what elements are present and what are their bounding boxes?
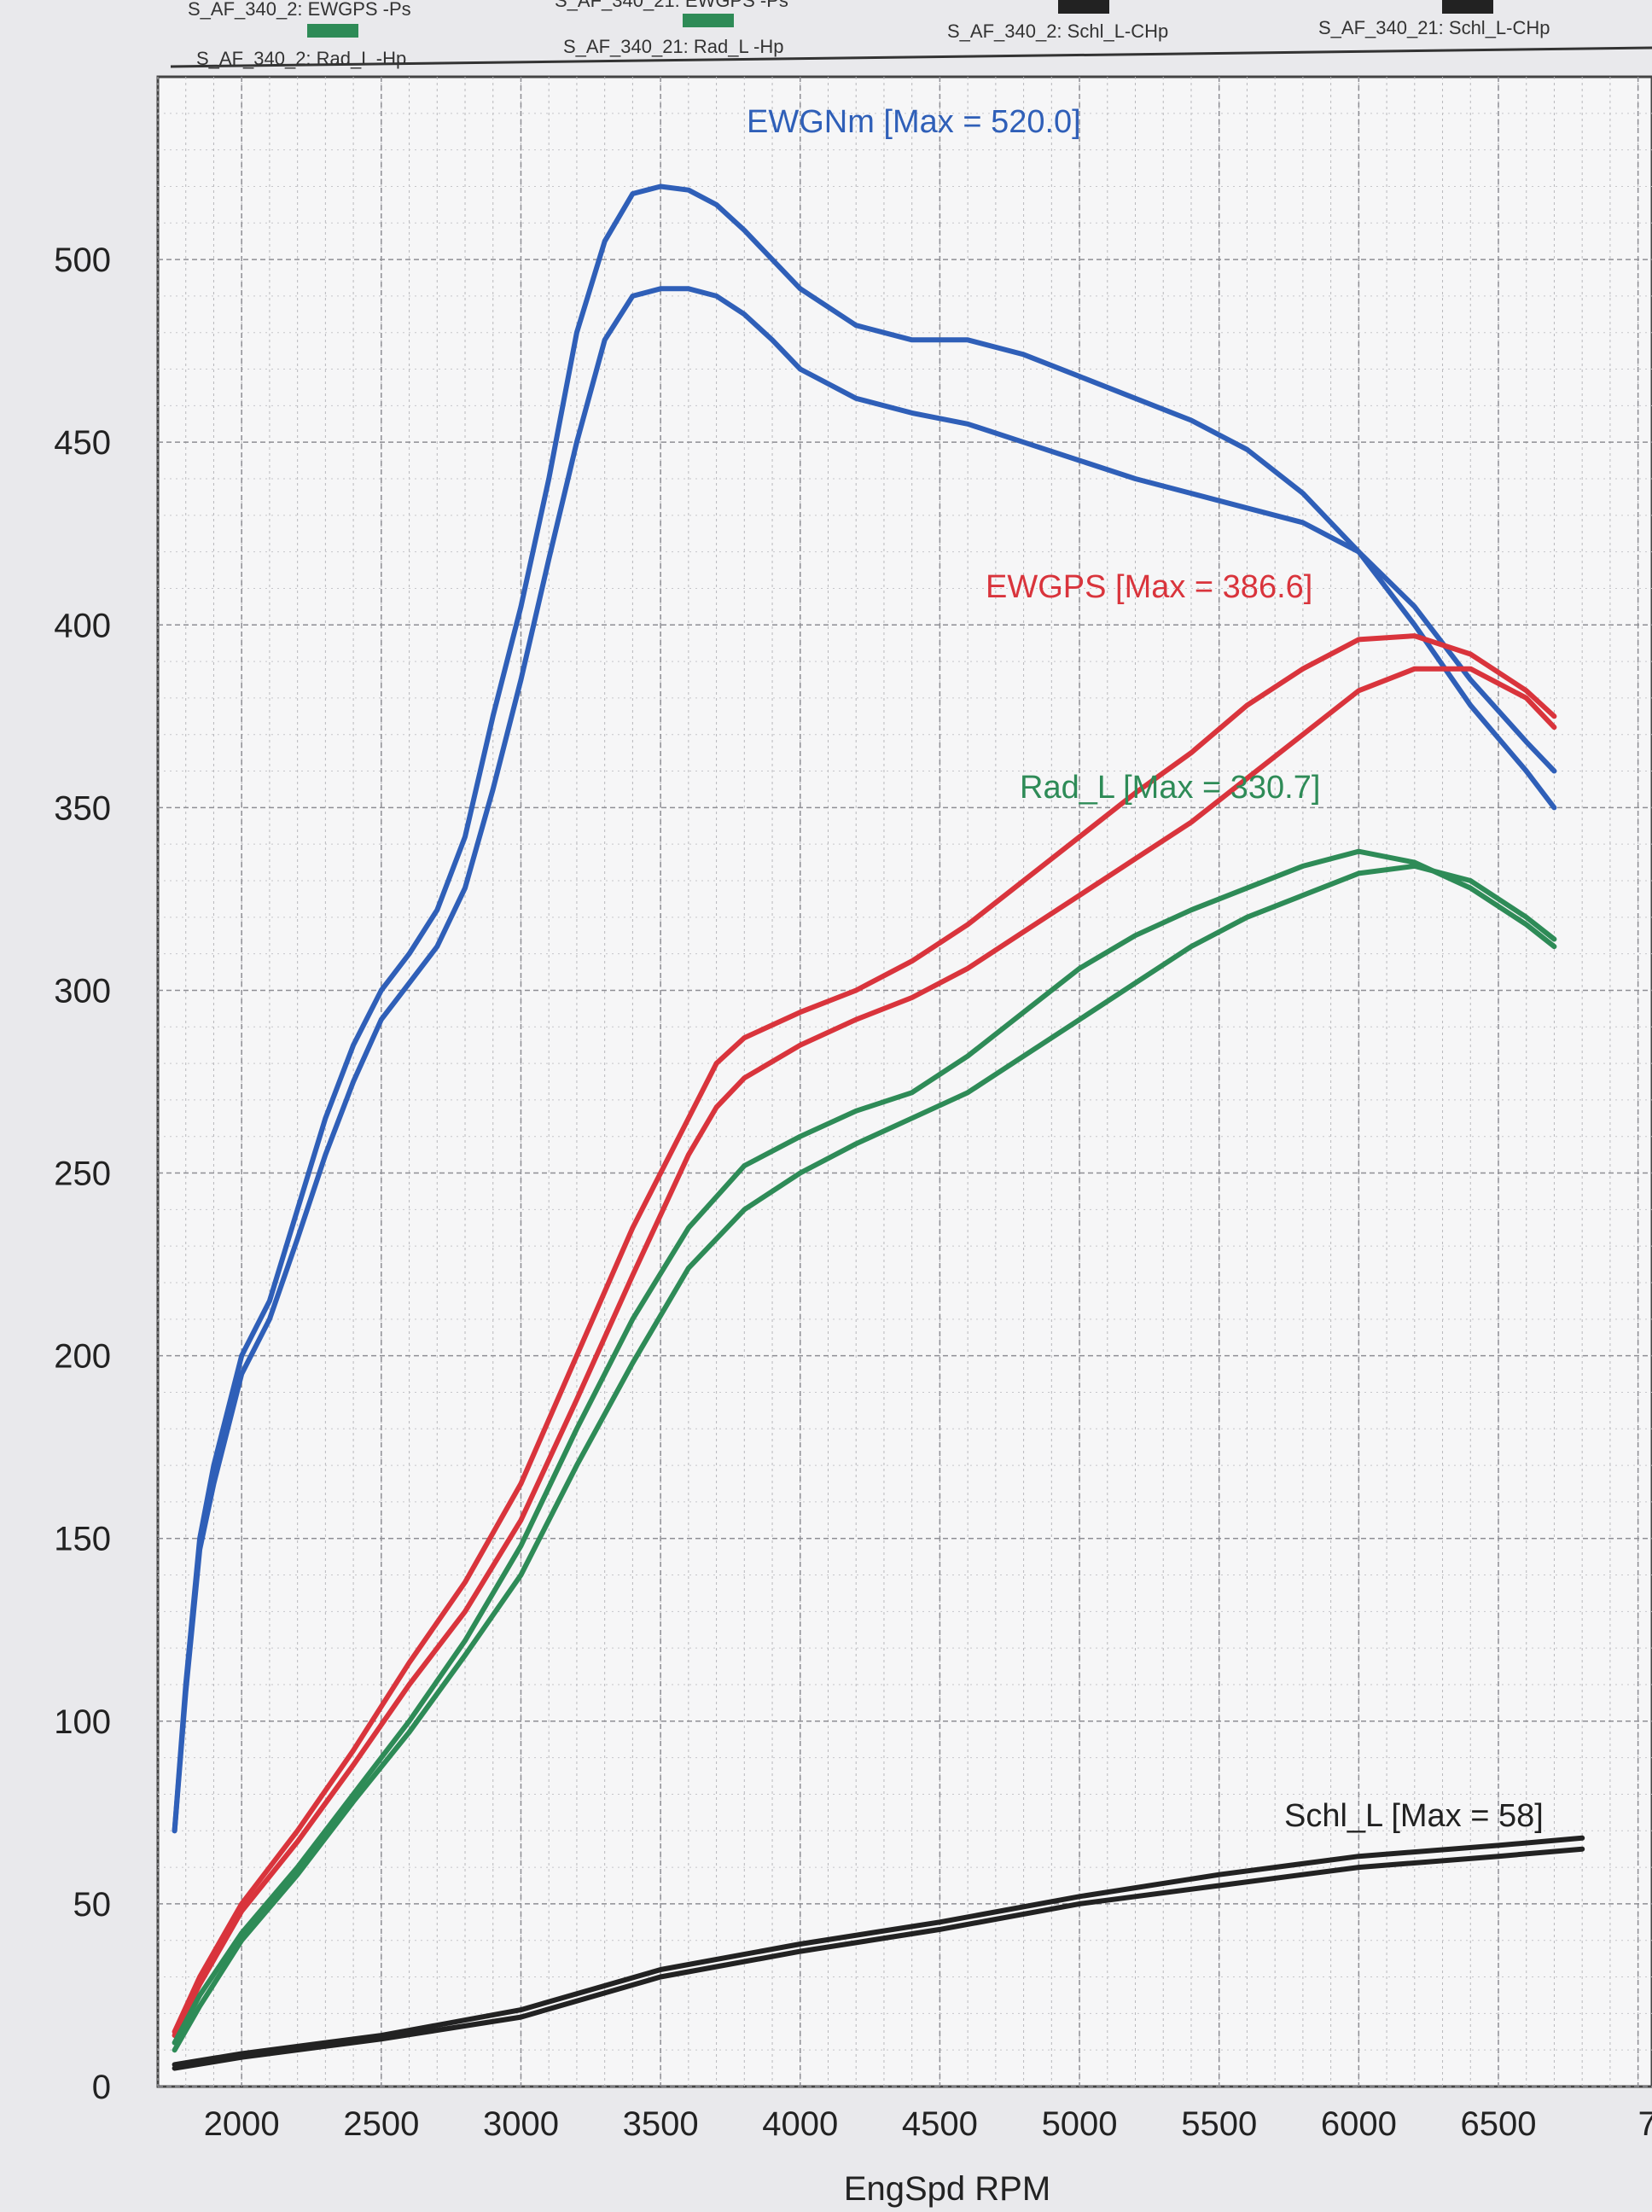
series-line-2 bbox=[172, 633, 1557, 2034]
x-tick-label: 5500 bbox=[1181, 2105, 1257, 2143]
annotation-ewgnm: EWGNm [Max = 520.0] bbox=[747, 104, 1081, 140]
legend-item-0: S_AF_340_2: EWGPS -Ps bbox=[188, 0, 411, 20]
series-line-0 bbox=[172, 183, 1557, 1834]
top-border-line bbox=[170, 46, 1652, 68]
y-tick-label: 300 bbox=[54, 972, 111, 1010]
series-group bbox=[172, 183, 1585, 2071]
plot-area bbox=[156, 75, 1652, 2088]
series-line-3 bbox=[172, 666, 1557, 2039]
y-tick-label: 150 bbox=[54, 1521, 111, 1558]
annotation-ewgps: EWGPS [Max = 386.6] bbox=[986, 569, 1312, 605]
series-line-1 bbox=[172, 286, 1557, 1834]
x-tick-label: 4500 bbox=[902, 2105, 978, 2143]
legend-swatch-0 bbox=[307, 24, 358, 38]
y-tick-label: 0 bbox=[92, 2069, 111, 2106]
legend-swatch-3 bbox=[1442, 0, 1493, 14]
legend-item-1: S_AF_340_21: EWGPS -Ps bbox=[555, 0, 788, 11]
annotation-rad-l: Rad_L [Max = 330.7] bbox=[1020, 770, 1320, 806]
series-line-4 bbox=[172, 848, 1557, 2046]
y-tick-label: 200 bbox=[54, 1338, 111, 1376]
y-tick-label: 250 bbox=[54, 1155, 111, 1193]
y-tick-label: 500 bbox=[54, 242, 111, 279]
annotation-schl-l: Schl_L [Max = 58] bbox=[1284, 1798, 1544, 1834]
series-line-7 bbox=[172, 1846, 1585, 2071]
y-tick-label: 350 bbox=[54, 789, 111, 827]
x-tick-label: 6500 bbox=[1460, 2105, 1536, 2143]
grid-major bbox=[158, 77, 1652, 2087]
legend-swatch-1 bbox=[683, 14, 734, 27]
y-tick-label: 450 bbox=[54, 424, 111, 462]
y-axis-ticks: 0 50 100 150 200 250 300 350 400 450 500 bbox=[54, 242, 111, 2106]
legend-item-2: S_AF_340_2: Schl_L-CHp bbox=[947, 20, 1169, 42]
x-tick-label: 2000 bbox=[204, 2105, 280, 2143]
legend-top: S_AF_340_2: EWGPS -Ps S_AF_340_21: EWGPS… bbox=[0, 0, 1652, 69]
x-tick-label: 3500 bbox=[623, 2105, 699, 2143]
x-tick-label: 5000 bbox=[1042, 2105, 1118, 2143]
series-line-5 bbox=[172, 863, 1557, 2053]
y-tick-label: 400 bbox=[54, 607, 111, 644]
y-tick-label: 50 bbox=[73, 1886, 112, 1924]
legend-swatch-2 bbox=[1058, 0, 1109, 14]
x-axis-ticks: 2000 2500 3000 3500 4000 4500 5000 5500 6000 6500… bbox=[204, 2105, 1652, 2143]
x-tick-label: 6000 bbox=[1321, 2105, 1397, 2143]
x-axis-label: EngSpd RPM bbox=[844, 2170, 1050, 2208]
x-tick-label: 3000 bbox=[483, 2105, 559, 2143]
legend-item-5: S_AF_340_21: Rad_L -Hp bbox=[563, 36, 784, 57]
y-tick-label: 100 bbox=[54, 1703, 111, 1741]
legend-item-3: S_AF_340_21: Schl_L-CHp bbox=[1318, 17, 1550, 38]
x-tick-label: 70 bbox=[1638, 2105, 1652, 2143]
series-line-6 bbox=[172, 1835, 1585, 2068]
x-tick-label: 4000 bbox=[762, 2105, 838, 2143]
x-tick-label: 2500 bbox=[343, 2105, 419, 2143]
